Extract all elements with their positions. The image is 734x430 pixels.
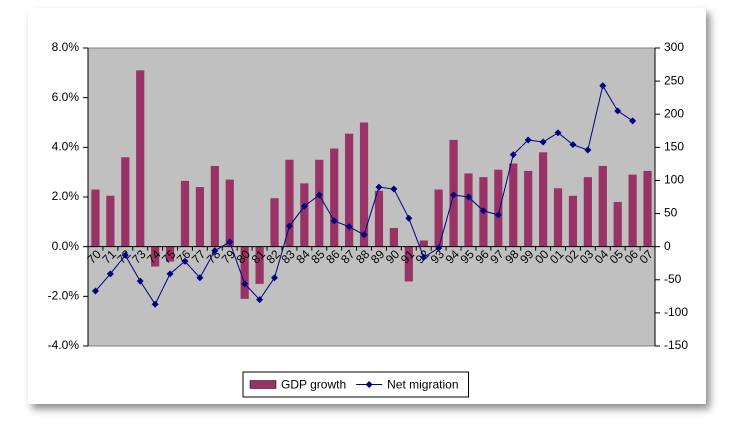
bar bbox=[583, 177, 592, 247]
bar bbox=[136, 70, 145, 247]
marker bbox=[539, 138, 547, 146]
y2-tick-label: -100 bbox=[664, 305, 688, 319]
marker bbox=[315, 191, 323, 199]
marker bbox=[584, 146, 592, 154]
bar bbox=[285, 159, 294, 247]
marker bbox=[554, 129, 562, 137]
bar bbox=[598, 165, 607, 247]
y-tick-label: 0.0% bbox=[52, 239, 80, 253]
bar bbox=[374, 190, 384, 247]
bar bbox=[106, 195, 115, 247]
marker bbox=[300, 202, 308, 210]
bar bbox=[225, 179, 234, 247]
legend-marker bbox=[365, 381, 373, 388]
legend-swatch bbox=[249, 380, 277, 389]
bar bbox=[404, 246, 413, 282]
marker bbox=[226, 238, 234, 246]
marker bbox=[360, 231, 368, 239]
y2-tick-label: 100 bbox=[664, 173, 684, 187]
bar bbox=[195, 187, 205, 247]
bar bbox=[568, 195, 578, 247]
y2-tick-label: -150 bbox=[664, 338, 688, 352]
bar bbox=[330, 148, 339, 247]
y2-tick-label: 200 bbox=[664, 106, 684, 120]
bar bbox=[524, 170, 533, 247]
marker bbox=[166, 270, 174, 278]
bar bbox=[151, 246, 160, 267]
bar bbox=[255, 246, 264, 284]
bar bbox=[613, 201, 622, 247]
bar bbox=[121, 157, 130, 247]
bar bbox=[359, 122, 369, 247]
marker bbox=[121, 251, 129, 259]
marker bbox=[330, 217, 338, 225]
y2-tick-label: 150 bbox=[664, 140, 684, 154]
y2-tick-label: 50 bbox=[664, 206, 678, 220]
y-tick-label: 8.0% bbox=[52, 40, 80, 54]
bar bbox=[210, 165, 219, 247]
y2-tick-label: 0 bbox=[664, 239, 671, 253]
bar bbox=[270, 198, 279, 247]
marker bbox=[136, 277, 144, 285]
y2-tick-label: 300 bbox=[664, 40, 684, 54]
bar bbox=[628, 174, 637, 247]
y-tick-label: 4.0% bbox=[52, 140, 80, 154]
bar bbox=[464, 173, 473, 247]
legend-label: Net migration bbox=[387, 378, 458, 392]
marker bbox=[464, 193, 472, 201]
marker bbox=[390, 185, 398, 193]
y-tick-label: 2.0% bbox=[52, 189, 80, 203]
marker bbox=[271, 274, 279, 282]
marker bbox=[181, 257, 189, 265]
marker bbox=[405, 214, 413, 222]
marker bbox=[196, 274, 204, 282]
legend: GDP growth Net migration bbox=[242, 371, 470, 398]
marker bbox=[375, 183, 383, 191]
bar bbox=[300, 183, 309, 247]
marker bbox=[524, 136, 532, 144]
marker bbox=[435, 244, 443, 252]
y2-tick-label: 250 bbox=[664, 73, 684, 87]
bar bbox=[91, 189, 100, 247]
bar bbox=[345, 133, 354, 247]
marker bbox=[151, 300, 159, 308]
bar bbox=[643, 170, 652, 247]
marker bbox=[614, 107, 622, 115]
marker bbox=[345, 223, 353, 231]
legend-label: GDP growth bbox=[281, 378, 346, 392]
marker bbox=[629, 117, 637, 125]
marker bbox=[256, 296, 264, 304]
bar bbox=[509, 163, 518, 247]
bar bbox=[434, 189, 443, 247]
marker bbox=[241, 280, 249, 288]
bar bbox=[180, 180, 190, 247]
marker bbox=[599, 82, 607, 90]
marker bbox=[106, 270, 114, 278]
marker bbox=[479, 207, 487, 215]
y-tick-label: 6.0% bbox=[52, 90, 80, 104]
marker bbox=[494, 211, 502, 219]
bar bbox=[553, 188, 563, 247]
marker bbox=[509, 151, 517, 159]
y2-tick-label: -50 bbox=[664, 272, 682, 286]
marker bbox=[211, 247, 219, 255]
marker bbox=[91, 287, 99, 295]
bar bbox=[494, 169, 503, 247]
marker bbox=[285, 222, 293, 230]
bar bbox=[419, 240, 428, 247]
bar bbox=[165, 246, 175, 262]
bar bbox=[315, 159, 324, 247]
bar bbox=[538, 152, 548, 247]
bar bbox=[240, 246, 249, 299]
y-tick-label: -2.0% bbox=[48, 289, 80, 303]
legend-box bbox=[242, 371, 470, 398]
bar bbox=[389, 228, 398, 247]
y-tick-label: -4.0% bbox=[48, 338, 80, 352]
marker bbox=[450, 191, 458, 199]
marker bbox=[420, 253, 428, 261]
marker bbox=[569, 141, 577, 149]
